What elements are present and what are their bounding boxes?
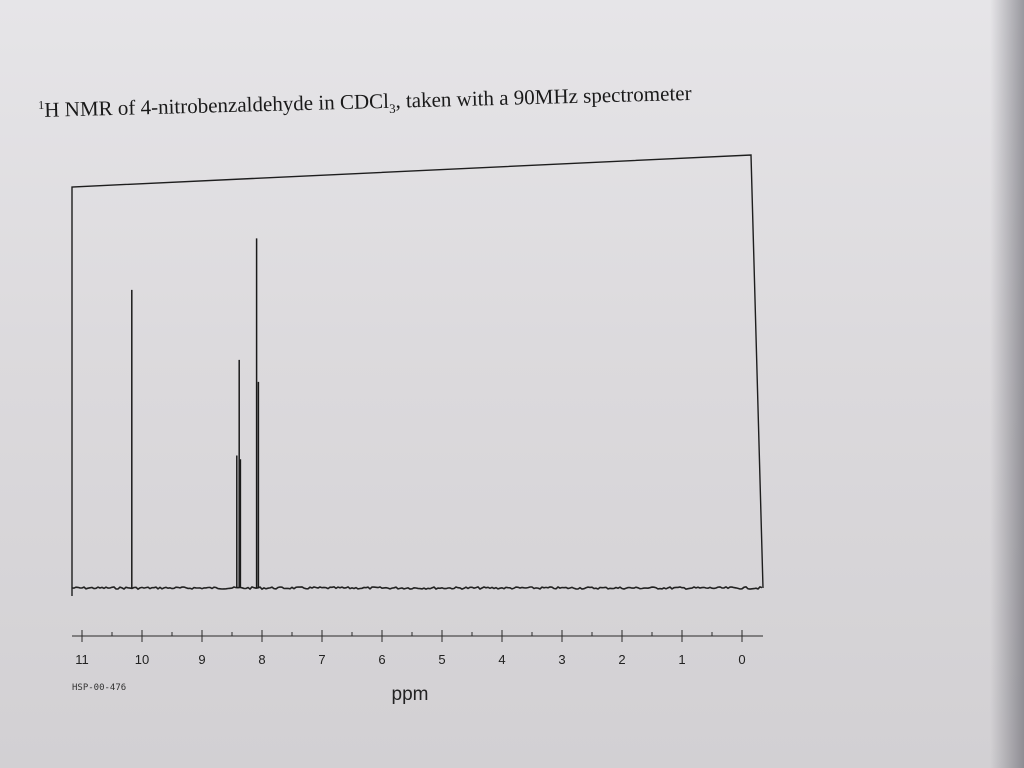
x-tick-label: 4 (498, 652, 505, 667)
x-tick-label: 9 (198, 652, 205, 667)
x-tick-label: 10 (135, 652, 149, 667)
peaks (131, 238, 260, 588)
x-tick-label: 3 (558, 652, 565, 667)
baseline-trace (71, 585, 763, 591)
x-axis: 11 10 9 8 7 6 5 4 3 2 1 0 (72, 630, 763, 667)
x-tick-label: 7 (318, 652, 325, 667)
x-tick-label: 0 (738, 652, 745, 667)
page-edge-shadow (990, 0, 1024, 768)
x-tick-label: 2 (618, 652, 625, 667)
x-tick-label: 5 (438, 652, 445, 667)
x-tick-label: 1 (678, 652, 685, 667)
baseline (71, 585, 763, 591)
spectrum-code: HSP-00-476 (72, 683, 127, 693)
plot-frame (71, 154, 764, 596)
x-tick-label: 6 (378, 652, 385, 667)
x-tick-label: 11 (75, 652, 89, 667)
x-axis-label: ppm (392, 684, 429, 705)
frame-outline (71, 154, 764, 596)
x-tick-label: 8 (258, 652, 265, 667)
